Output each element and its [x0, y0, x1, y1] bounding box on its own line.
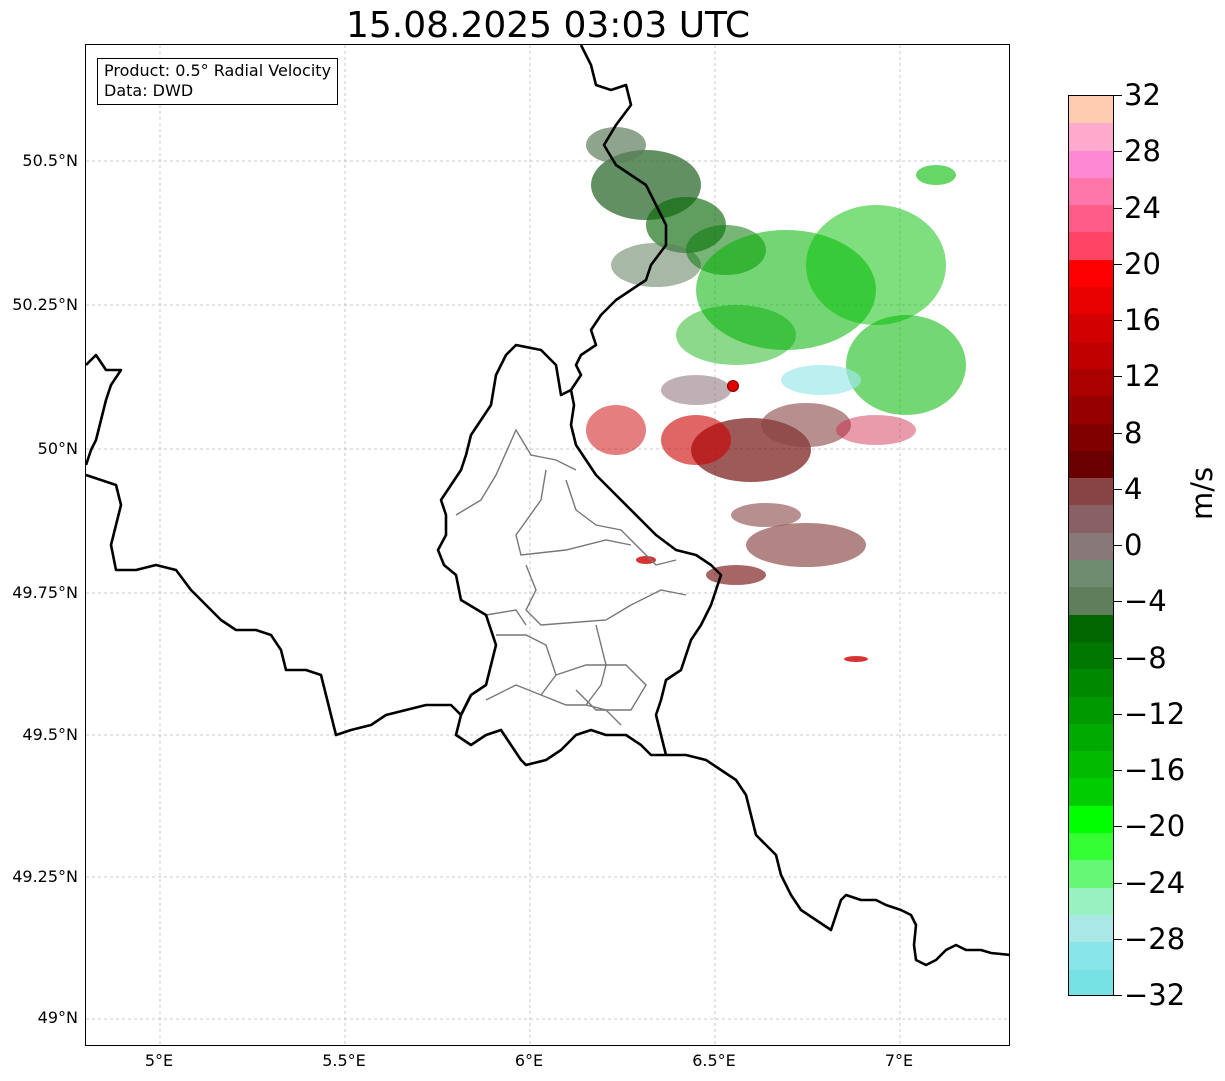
colorbar-tick [1114, 657, 1122, 659]
colorbar-tick-label: −20 [1124, 809, 1186, 844]
colorbar-segment [1069, 205, 1113, 233]
radar-echo-south [586, 375, 916, 662]
data-source-label: Data: DWD [104, 81, 194, 100]
colorbar-tick-label: 4 [1124, 471, 1143, 506]
colorbar-segment [1069, 177, 1113, 206]
colorbar-tick [1114, 601, 1122, 603]
colorbar-tick [1114, 376, 1122, 378]
colorbar-segment [1069, 587, 1113, 615]
colorbar-tick [1114, 882, 1122, 884]
colorbar-tick-label: 24 [1124, 190, 1161, 225]
colorbar-segment [1069, 696, 1113, 724]
colorbar-segment [1069, 423, 1113, 451]
national-borders [86, 45, 1009, 967]
colorbar-tick-label: 16 [1124, 303, 1161, 337]
colorbar-segment [1069, 287, 1113, 315]
colorbar-tick-label: −12 [1124, 696, 1186, 731]
colorbar-segment [1069, 450, 1113, 479]
colorbar-tick-label: 20 [1124, 246, 1161, 281]
product-info-box: Product: 0.5° Radial Velocity Data: DWD [97, 58, 339, 105]
colorbar-segment [1069, 723, 1113, 752]
colorbar-segment [1069, 532, 1113, 561]
colorbar-segment [1069, 560, 1113, 588]
colorbar-tick [1114, 432, 1122, 434]
colorbar-unit-label: m/s [1185, 466, 1219, 520]
lon-label-6-5: 6.5°E [692, 1051, 736, 1070]
colorbar-segment [1069, 641, 1113, 670]
product-label: Product: 0.5° Radial Velocity [104, 61, 332, 80]
colorbar-segment [1069, 805, 1113, 834]
map-gridlines [86, 45, 1009, 1045]
colorbar-tick-label: 8 [1124, 415, 1143, 450]
colorbar-segment [1069, 96, 1113, 124]
colorbar-tick [1114, 545, 1122, 546]
colorbar-tick [1114, 320, 1122, 321]
map-title: 15.08.2025 03:03 UTC [345, 5, 751, 46]
colorbar-tick-label: −28 [1124, 921, 1186, 956]
lat-label-49-5: 49.5°N [22, 725, 78, 744]
lat-label-49-75: 49.75°N [12, 583, 78, 602]
colorbar-segment [1069, 396, 1113, 424]
colorbar-segment [1069, 751, 1113, 779]
lat-label-50-25: 50.25°N [12, 295, 78, 314]
lon-label-6: 6°E [514, 1051, 544, 1070]
colorbar-segment [1069, 314, 1113, 342]
colorbar-tick [1114, 151, 1122, 153]
colorbar-segment [1069, 341, 1113, 369]
lat-label-50-5: 50.5°N [22, 151, 78, 170]
colorbar-tick [1114, 95, 1122, 96]
colorbar-tick [1114, 995, 1122, 996]
colorbar-tick [1114, 488, 1122, 490]
velocity-colorbar [1068, 95, 1114, 996]
lat-label-49: 49°N [37, 1008, 78, 1027]
map-canvas [86, 45, 1009, 1045]
colorbar-tick [1114, 826, 1122, 828]
colorbar-segment [1069, 833, 1113, 861]
colorbar-tick-label: 0 [1124, 528, 1143, 562]
lat-label-50: 50°N [37, 439, 78, 458]
colorbar-tick [1114, 770, 1122, 771]
colorbar-segment [1069, 860, 1113, 888]
colorbar-tick [1114, 207, 1122, 209]
colorbar-tick-label: 32 [1124, 78, 1161, 112]
colorbar-segment [1069, 478, 1113, 506]
colorbar-tick-label: −4 [1124, 584, 1167, 619]
colorbar-tick-label: 28 [1124, 134, 1161, 169]
colorbar-tick [1114, 938, 1122, 940]
colorbar-tick-label: −16 [1124, 753, 1186, 787]
lon-label-5-5: 5.5°E [322, 1051, 366, 1070]
colorbar-segment [1069, 669, 1113, 697]
colorbar-tick-label: 12 [1124, 359, 1161, 394]
lon-label-5: 5°E [144, 1051, 174, 1070]
colorbar-tick-label: −8 [1124, 640, 1167, 675]
colorbar-segment [1069, 887, 1113, 915]
radar-map[interactable] [85, 44, 1010, 1046]
colorbar-segment [1069, 969, 1113, 995]
colorbar-segment [1069, 259, 1113, 288]
canton-borders [455, 428, 687, 726]
lon-label-7: 7°E [884, 1051, 914, 1070]
colorbar-tick-label: −24 [1124, 865, 1186, 900]
colorbar-segment [1069, 778, 1113, 806]
colorbar-segment [1069, 505, 1113, 533]
radar-echo-northeast [676, 165, 966, 415]
colorbar-segment [1069, 150, 1113, 178]
colorbar-tick [1114, 713, 1122, 715]
colorbar-segment [1069, 232, 1113, 260]
colorbar-segment [1069, 368, 1113, 397]
colorbar-tick-label: −32 [1124, 978, 1186, 1012]
colorbar-segment [1069, 942, 1113, 970]
colorbar-tick [1114, 263, 1122, 265]
radar-site-marker[interactable] [727, 380, 739, 392]
colorbar-segment [1069, 614, 1113, 642]
colorbar-segment [1069, 123, 1113, 151]
colorbar-segment [1069, 914, 1113, 943]
lat-label-49-25: 49.25°N [12, 867, 78, 886]
